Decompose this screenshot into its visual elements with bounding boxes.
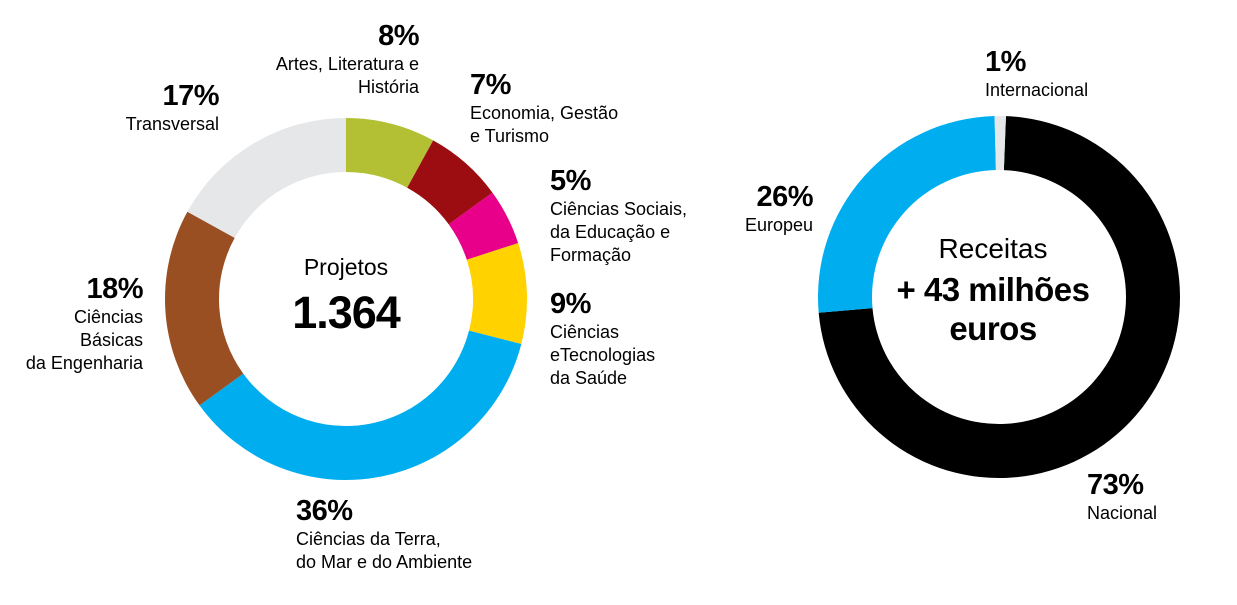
receitas-center-title: Receitas bbox=[939, 233, 1048, 264]
arc-engenharia bbox=[164, 211, 244, 406]
arc-terra bbox=[199, 330, 522, 480]
category-label-terra-2: do Mar e do Ambiente bbox=[296, 552, 472, 572]
category-label-sociais-2: da Educação e bbox=[550, 222, 670, 242]
pct-label-internacional: 1% bbox=[985, 46, 1027, 78]
projetos-labels: 8%Artes, Literatura e História 7%Economia,… bbox=[26, 20, 687, 572]
category-label-saude-2: eTecnologias bbox=[550, 345, 655, 365]
category-label-saude-3: da Saúde bbox=[550, 368, 627, 388]
projetos-donut-chart: Projetos 1.364 8%Artes, Literatura e Hist… bbox=[26, 20, 687, 572]
category-label-transversal-1: Transversal bbox=[126, 114, 219, 134]
category-label-engenharia-2: Básicas bbox=[80, 330, 143, 350]
projetos-center-title: Projetos bbox=[304, 254, 388, 280]
pct-label-saude: 9% bbox=[550, 288, 592, 320]
pct-label-transversal: 17% bbox=[162, 80, 219, 112]
receitas-donut-chart: Receitas + 43 milhões euros 73%Nacional 2… bbox=[745, 46, 1181, 523]
receitas-center-value-line-2: euros bbox=[949, 310, 1036, 347]
category-label-economia-1: Economia, Gestão bbox=[470, 103, 618, 123]
pct-label-artes: 8% bbox=[378, 20, 420, 52]
category-label-sociais-3: Formação bbox=[550, 245, 631, 265]
arc-nacional bbox=[818, 116, 1181, 479]
arc-internacional bbox=[994, 116, 1006, 171]
pct-label-economia: 7% bbox=[470, 69, 512, 101]
arc-economia bbox=[407, 140, 493, 225]
category-label-sociais-1: Ciências Sociais, bbox=[550, 199, 687, 219]
category-label-internacional-1: Internacional bbox=[985, 80, 1088, 100]
pct-label-europeu: 26% bbox=[756, 181, 813, 213]
arc-europeu bbox=[818, 116, 996, 313]
pct-label-terra: 36% bbox=[296, 495, 353, 527]
arc-sociais bbox=[448, 192, 519, 260]
category-label-terra-1: Ciências da Terra, bbox=[296, 529, 441, 549]
receitas-labels: 73%Nacional 26%Europeu 1%Internacional bbox=[745, 46, 1157, 523]
category-label-economia-2: e Turismo bbox=[470, 126, 549, 146]
category-label-europeu-1: Europeu bbox=[745, 215, 813, 235]
arc-saude bbox=[466, 243, 527, 345]
category-label-nacional-1: Nacional bbox=[1087, 503, 1157, 523]
category-label-artes-1: Artes, Literatura e bbox=[276, 54, 419, 74]
arc-artes bbox=[346, 118, 434, 188]
arc-transversal bbox=[187, 118, 346, 238]
pct-label-nacional: 73% bbox=[1087, 469, 1144, 501]
projetos-center-value: 1.364 bbox=[292, 287, 401, 338]
pct-label-engenharia: 18% bbox=[86, 273, 143, 305]
receitas-arcs bbox=[818, 116, 1181, 479]
category-label-artes-2: História bbox=[358, 77, 420, 97]
projetos-arcs bbox=[164, 118, 527, 480]
receitas-center-value-line-1: + 43 milhões bbox=[896, 271, 1089, 308]
pct-label-sociais: 5% bbox=[550, 165, 592, 197]
category-label-engenharia-3: da Engenharia bbox=[26, 353, 144, 373]
category-label-saude-1: Ciências bbox=[550, 322, 619, 342]
category-label-engenharia-1: Ciências bbox=[74, 307, 143, 327]
